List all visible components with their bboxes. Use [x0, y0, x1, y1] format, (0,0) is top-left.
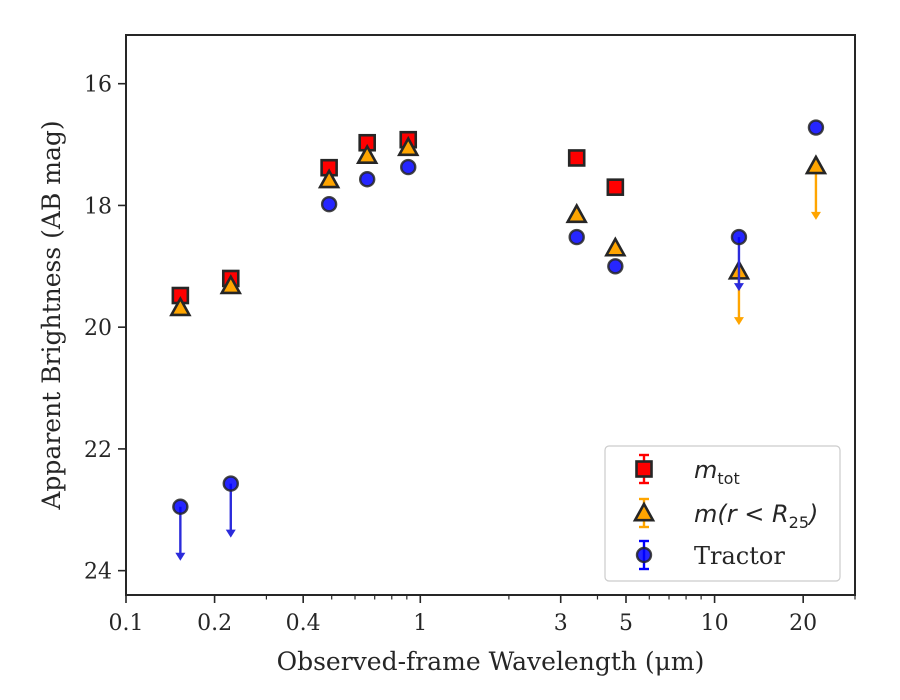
- point-tractor: [730, 228, 748, 246]
- legend-marker-m-r-lt-r25: [632, 501, 656, 522]
- point-tractor: [222, 475, 239, 492]
- legend-label-suffix: ): [807, 500, 818, 528]
- x-tick-label: 10: [701, 611, 729, 636]
- x-tick-label: 3: [554, 611, 568, 636]
- point-m-r-lt-r25: [397, 135, 420, 157]
- y-tick-label: 22: [84, 438, 112, 463]
- plot-frame: [125, 34, 856, 596]
- point-m-tot: [567, 149, 586, 167]
- series-m-r-lt-r25: [169, 135, 828, 326]
- x-tick-label: 0.2: [197, 611, 232, 636]
- legend-label-subscript: 25: [789, 513, 809, 532]
- point-tractor: [400, 158, 417, 176]
- point-m-r-lt-r25: [169, 296, 192, 317]
- legend-marker-tractor: [635, 546, 653, 564]
- legend-label-m-r-lt-r25: m(r < R25): [694, 500, 818, 532]
- legend-label-main: m(r < R: [694, 500, 789, 528]
- series-tractor: [172, 119, 825, 561]
- point-m-r-lt-r25: [219, 274, 242, 295]
- point-m-r-lt-r25: [317, 168, 341, 189]
- data-marks: [169, 119, 828, 561]
- legend-label-tractor: Tractor: [694, 542, 785, 570]
- y-tick-label: 20: [84, 316, 112, 341]
- legend-label-m-tot: mtot: [694, 456, 740, 488]
- point-tractor: [320, 196, 338, 213]
- upper-limit-arrow-head: [225, 529, 236, 538]
- x-axis-label: Observed-frame Wavelength (μm): [277, 647, 705, 676]
- y-tick-label: 18: [84, 194, 112, 219]
- x-tick-label: 0.4: [286, 611, 321, 636]
- series-m-tot: [171, 130, 625, 305]
- point-tractor: [568, 228, 585, 246]
- legend-frame: [604, 445, 841, 582]
- point-tractor: [172, 498, 189, 515]
- point-m-r-lt-r25: [804, 154, 828, 175]
- x-tick-label: 5: [619, 611, 633, 636]
- upper-limit-arrow-head: [733, 317, 744, 326]
- point-tractor: [607, 258, 624, 275]
- upper-limit-arrow-head: [175, 552, 186, 561]
- x-tick-label: 0.1: [109, 611, 144, 636]
- point-m-r-lt-r25: [355, 143, 379, 165]
- y-tick-label: 24: [84, 560, 112, 585]
- legend: mtot m(r < R25) Tractor: [604, 445, 841, 582]
- legend-label-subscript: tot: [717, 469, 739, 488]
- upper-limit-arrow-head: [810, 211, 821, 220]
- point-m-r-lt-r25: [565, 202, 588, 224]
- x-tick-label: 1: [413, 611, 427, 636]
- point-m-r-lt-r25: [604, 236, 627, 257]
- legend-marker-m-tot: [635, 460, 653, 478]
- legend-label-base: m: [694, 456, 717, 484]
- upper-limit-arrow-head: [733, 283, 744, 292]
- y-tick-label: 16: [84, 73, 112, 98]
- point-m-tot: [606, 178, 625, 196]
- point-tractor: [807, 119, 825, 136]
- point-tractor: [358, 171, 376, 188]
- tick-layer: 0.1 0.2 0.4 1 3 5 10 20 16 18 20 22 24: [84, 73, 856, 636]
- y-axis-label: Apparent Brightness (AB mag): [37, 120, 66, 510]
- x-tick-label: 20: [789, 611, 817, 636]
